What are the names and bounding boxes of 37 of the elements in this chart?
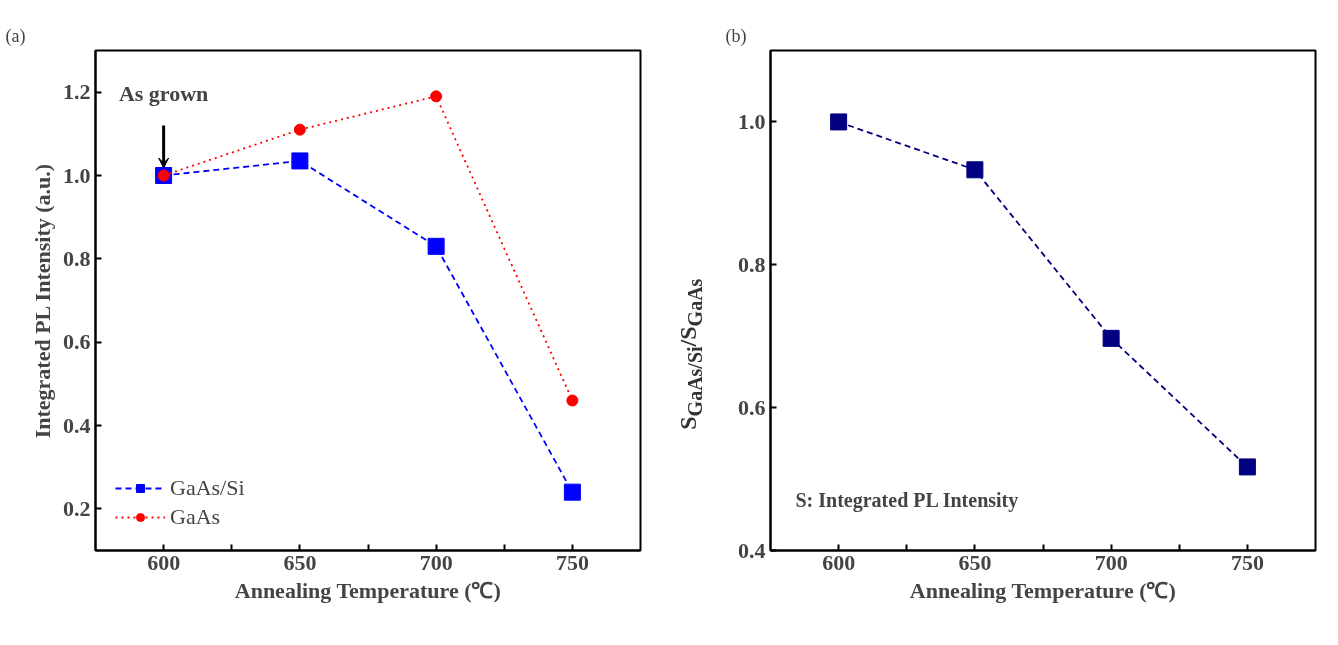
x-tick-label: 750 bbox=[1230, 549, 1264, 575]
x-tick-label: 650 bbox=[283, 549, 317, 575]
legend-label: GaAs bbox=[170, 504, 221, 530]
y-tick-label: 1.0 bbox=[63, 162, 91, 188]
y-tick-label: 0.4 bbox=[63, 412, 91, 438]
y-tick-label: 0.2 bbox=[63, 495, 91, 521]
chart-title: (a) bbox=[5, 25, 26, 47]
x-tick-label: 700 bbox=[1094, 549, 1128, 575]
point bbox=[430, 90, 443, 103]
y-tick-label: 0.8 bbox=[63, 245, 91, 271]
annotation: S: Integrated PL Intensity bbox=[795, 488, 1019, 512]
x-tick-label: 750 bbox=[555, 549, 589, 575]
x-tick-label: 650 bbox=[958, 549, 992, 575]
annotation: As grown bbox=[118, 80, 209, 106]
point bbox=[293, 123, 306, 136]
x-axis-title: Annealing Temperature (℃) bbox=[234, 577, 501, 603]
y-tick-label: 0.8 bbox=[738, 251, 766, 277]
point bbox=[566, 394, 579, 407]
point bbox=[1102, 329, 1120, 347]
point bbox=[830, 113, 848, 131]
point bbox=[563, 483, 581, 501]
y-tick-label: 1.2 bbox=[63, 79, 91, 105]
legend-label: GaAs/Si bbox=[170, 475, 245, 501]
y-tick-label: 1.0 bbox=[738, 108, 766, 134]
y-tick-label: 0.4 bbox=[738, 537, 766, 563]
point bbox=[966, 161, 984, 179]
y-tick-label: 0.6 bbox=[63, 329, 91, 355]
x-axis-title: Annealing Temperature (℃) bbox=[909, 577, 1176, 603]
y-tick-label: 0.6 bbox=[738, 394, 766, 420]
chart-title: (b) bbox=[725, 25, 747, 47]
x-tick-label: 600 bbox=[147, 549, 181, 575]
point bbox=[427, 237, 445, 255]
point bbox=[1238, 458, 1256, 476]
x-tick-label: 600 bbox=[822, 549, 856, 575]
y-axis-title: Integrated PL Intensity (a.u.) bbox=[30, 163, 55, 439]
point bbox=[291, 152, 309, 170]
x-tick-label: 700 bbox=[419, 549, 453, 575]
